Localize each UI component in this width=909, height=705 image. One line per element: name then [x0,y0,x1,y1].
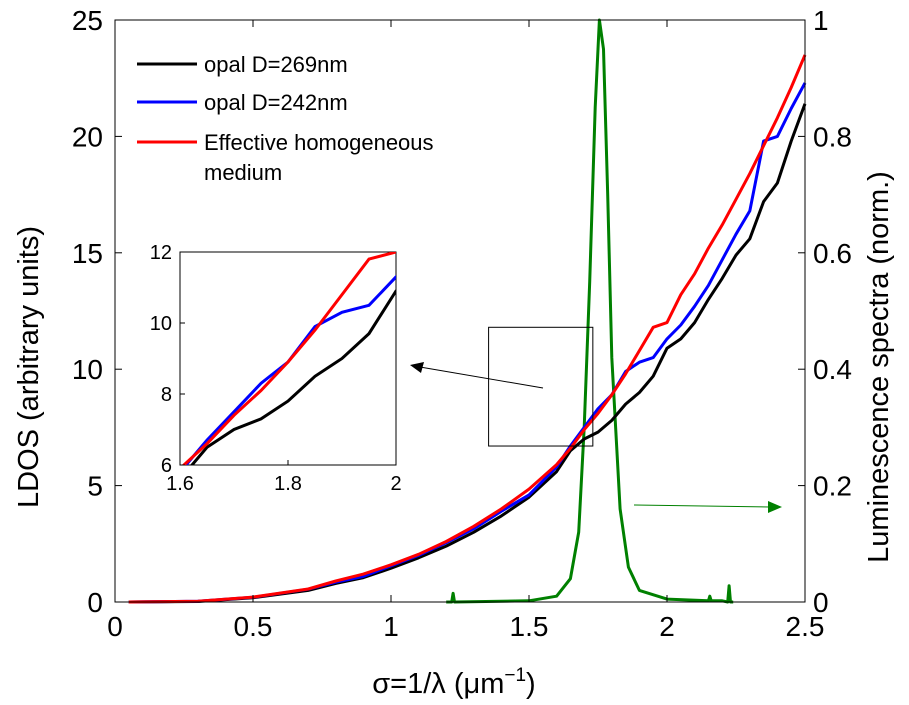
legend-label-effective-homogeneous-medium: Effective homogeneous medium [204,130,434,185]
legend-label-line: Effective homogeneous [204,130,434,155]
series-line-opal-d-242nm [128,82,807,604]
right-axis-arrow-head [768,501,782,513]
inset-x-tick-label: 1.6 [166,473,194,495]
y-right-tick-label: 0.2 [813,471,852,502]
y-left-tick-label: 0 [87,587,103,618]
x-axis-title-end: ) [526,668,536,700]
y-right-tick-label: 0.6 [813,238,852,269]
inset-y-tick-label: 12 [150,242,172,264]
legend-label-line: medium [204,160,282,185]
right-axis-arrow-line [633,504,771,508]
y-left-tick-label: 10 [72,354,103,385]
y-right-tick-label: 1 [813,5,829,36]
y-left-tick-label: 20 [72,121,103,152]
inset-x-tick-label: 1.8 [274,473,302,495]
series-line-effective-homogeneous-medium [128,54,807,604]
x-axis-title-main: σ=1/λ (μm [372,668,504,700]
inset-series-effective-homogeneous-medium [181,252,396,465]
x-axis-title: σ=1/λ (μm−1) [372,665,535,700]
inset-series-opal-d-269nm [190,289,396,465]
inset-arrow-line [419,366,544,389]
inset-arrow-head [410,362,424,373]
y-right-tick-label: 0.8 [813,121,852,152]
x-tick-label: 0 [107,611,123,642]
inset-y-tick-label: 8 [161,384,172,406]
legend: opal D=269nm opal D=242nm Effective homoge… [137,52,434,185]
x-tick-label: 1 [383,611,399,642]
x-axis-title-superscript: −1 [504,665,526,686]
legend-label-opal-d-269nm: opal D=269nm [204,52,348,77]
plot-frame [114,19,806,603]
y-right-tick-label: 0.4 [813,354,852,385]
x-tick-label: 1.5 [510,611,549,642]
x-tick-label: 2.5 [786,611,825,642]
left-axis-title: LDOS (arbitrary units) [13,226,45,508]
series-line-luminescence-spectrum [446,18,734,604]
inset-y-tick-label: 6 [161,455,172,477]
y-left-tick-label: 5 [87,471,103,502]
y-right-tick-label: 0 [813,587,829,618]
inset-y-tick-label: 10 [150,313,172,335]
right-axis-title: Luminescence spectra (norm.) [863,171,895,563]
legend-label-opal-d-242nm: opal D=242nm [204,90,348,115]
y-left-tick-label: 25 [72,5,103,36]
x-tick-label: 0.5 [234,611,273,642]
y-left-tick-label: 15 [72,238,103,269]
x-tick-label: 2 [659,611,675,642]
plot-area [128,18,807,604]
inset-x-tick-label: 2 [390,473,401,495]
inset-plot: 1.6 1.8 2 6 8 10 12 [150,242,402,495]
zoom-region-box [488,326,594,447]
